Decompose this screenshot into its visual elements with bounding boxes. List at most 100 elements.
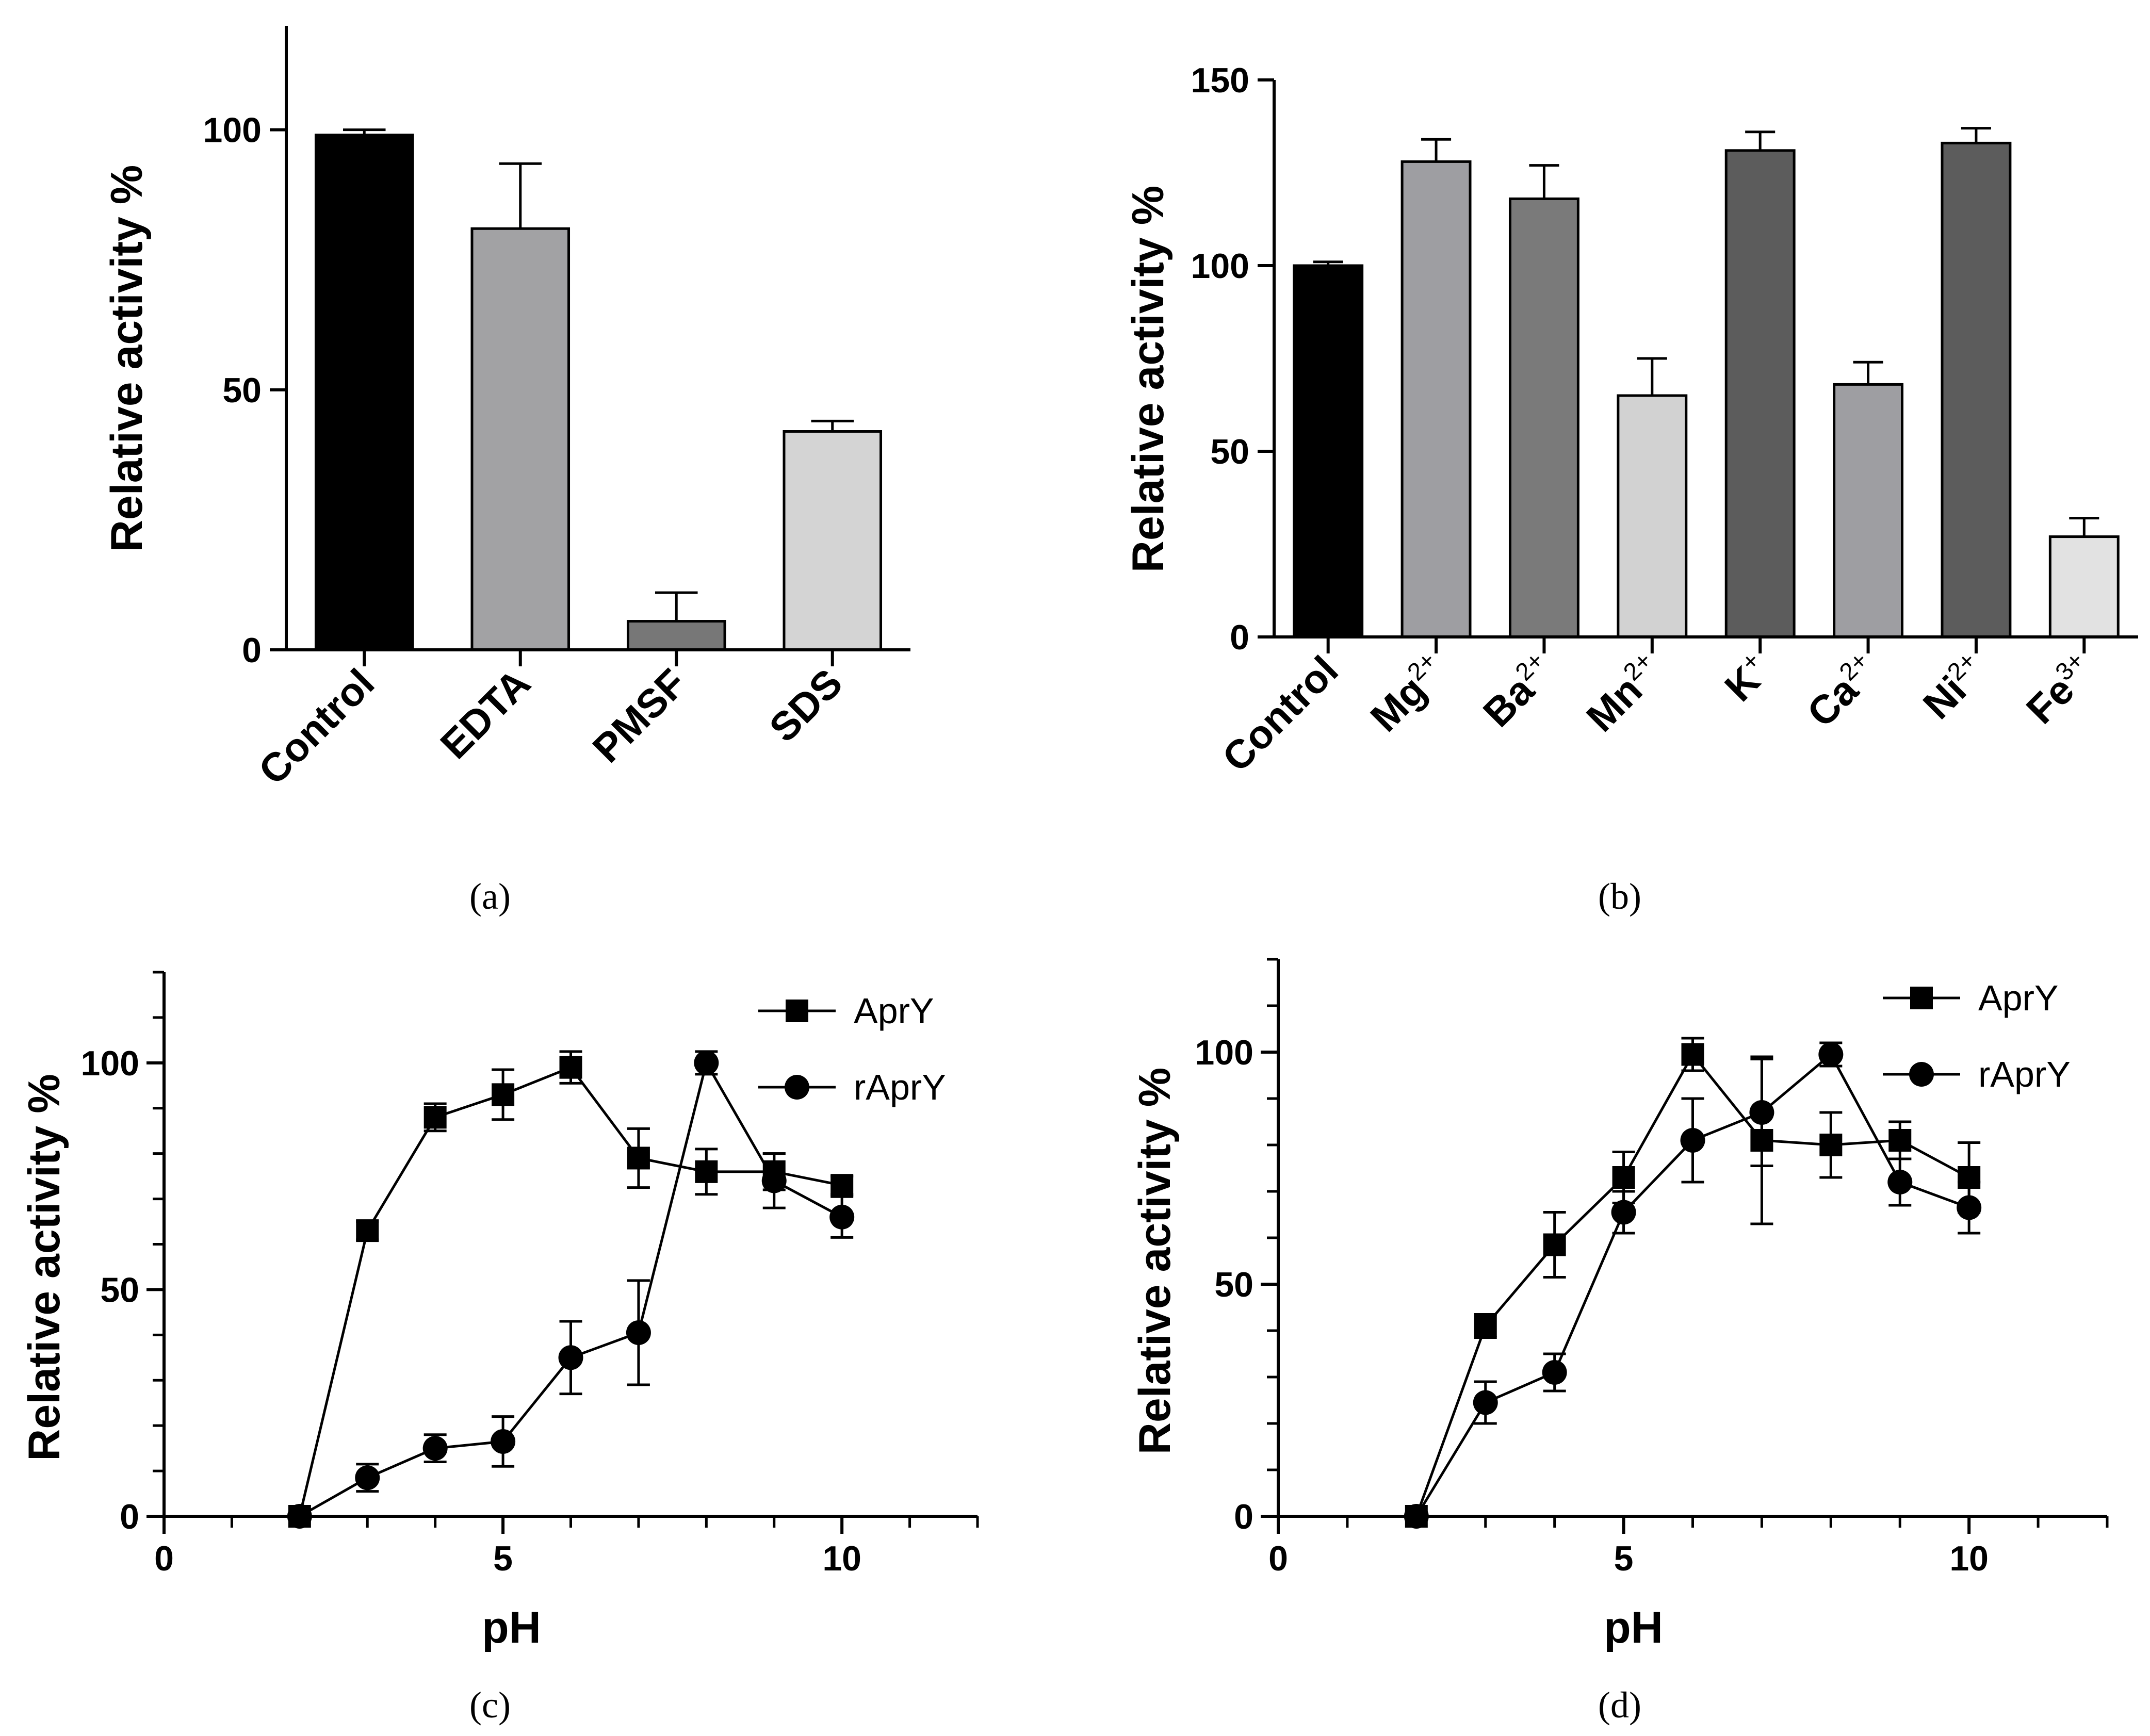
point-AprY-7 (1888, 1129, 1912, 1152)
category-label-2: PMSF (584, 660, 695, 771)
x-tick-label-1: 5 (1614, 1539, 1634, 1578)
category-label-0: Control (1213, 647, 1346, 780)
point-rAprY-2 (1542, 1360, 1567, 1385)
point-AprY-5 (627, 1147, 650, 1170)
point-AprY-6 (1819, 1134, 1843, 1156)
bar-0 (1293, 264, 1364, 638)
point-rAprY-1 (1473, 1390, 1498, 1415)
point-AprY-4 (559, 1056, 582, 1079)
legend-label-rAprY: rAprY (1978, 1054, 2071, 1094)
legend-marker-AprY (786, 1000, 808, 1022)
panel-label-c: (c) (469, 1684, 511, 1726)
category-label-3: Mn2+ (1577, 647, 1671, 740)
category-text-2: PMSF (584, 660, 695, 771)
x-tick-label-2: 10 (822, 1539, 861, 1578)
bar-0 (314, 134, 414, 651)
point-rAprY-4 (1680, 1128, 1705, 1153)
point-AprY-1 (1474, 1315, 1497, 1337)
panel-label-b: (b) (1598, 876, 1641, 917)
point-rAprY-1 (355, 1465, 380, 1491)
bar-3 (783, 430, 883, 651)
category-label-4: K+ (1716, 647, 1779, 710)
bar-4 (1724, 149, 1796, 638)
point-rAprY-7 (1887, 1170, 1913, 1194)
legend-label-AprY: AprY (1978, 978, 2059, 1018)
y-tick-label-2: 100 (81, 1044, 139, 1083)
y-tick-label-0: 0 (120, 1497, 139, 1536)
category-label-5: Ca2+ (1798, 647, 1886, 735)
legend-marker-AprY (1910, 987, 1933, 1009)
y-tick-label-2: 100 (203, 111, 262, 150)
y-tick-label-1: 50 (1214, 1265, 1253, 1304)
y-axis-title: Relative activity % (20, 1074, 69, 1461)
category-label-3: SDS (760, 660, 851, 751)
point-rAprY-4 (558, 1345, 583, 1370)
point-AprY-3 (492, 1083, 515, 1106)
category-text-0: Control (1213, 647, 1346, 780)
point-rAprY-0 (1404, 1504, 1429, 1529)
point-rAprY-6 (1818, 1042, 1844, 1067)
point-AprY-3 (1612, 1166, 1635, 1189)
legend-label-AprY: AprY (854, 991, 934, 1031)
point-AprY-2 (424, 1106, 447, 1129)
point-rAprY-0 (287, 1504, 312, 1529)
bar-3 (1617, 394, 1688, 638)
bar-7 (2048, 535, 2120, 638)
category-text-1: EDTA (431, 660, 539, 767)
category-label-6: Ni2+ (1914, 647, 1995, 728)
bar-2 (626, 620, 726, 651)
y-axis-title: Relative activity % (102, 165, 152, 552)
category-label-1: EDTA (431, 660, 539, 767)
y-tick-label-2: 100 (1195, 1033, 1253, 1072)
y-tick-label-1: 50 (100, 1270, 139, 1309)
y-tick-label-0: 0 (1234, 1497, 1253, 1536)
y-axis-title: Relative activity % (1130, 1068, 1180, 1454)
category-text-0: Control (250, 660, 383, 793)
point-AprY-6 (695, 1160, 718, 1183)
y-axis-title: Relative activity % (1123, 186, 1173, 572)
point-AprY-1 (356, 1219, 379, 1242)
y-tick-label-2: 100 (1191, 247, 1249, 286)
bar-1 (470, 227, 571, 651)
category-label-2: Ba2+ (1474, 647, 1562, 735)
y-tick-label-0: 0 (242, 631, 262, 670)
category-text-3: SDS (760, 660, 851, 751)
bar-6 (1941, 141, 2012, 638)
x-tick-label-0: 0 (1268, 1539, 1288, 1578)
panel-a-chart: 0 50 100 Control EDTA PMSF SDS Relative activit… (102, 26, 910, 793)
series-line-AprY (298, 1066, 842, 1517)
category-label-1: Mg2+ (1361, 647, 1455, 740)
x-axis-title: pH (482, 1603, 541, 1652)
legend-label-rAprY: rAprY (854, 1067, 946, 1107)
point-AprY-8 (830, 1174, 854, 1197)
point-rAprY-6 (694, 1050, 719, 1075)
point-rAprY-8 (829, 1204, 855, 1230)
y-tick-label-3: 150 (1191, 61, 1249, 100)
x-axis-title: pH (1604, 1603, 1663, 1652)
point-rAprY-3 (491, 1429, 516, 1454)
point-AprY-4 (1681, 1043, 1704, 1066)
y-tick-label-0: 0 (1230, 618, 1249, 657)
category-label-0: Control (250, 660, 383, 793)
bar-5 (1833, 383, 1904, 638)
bar-2 (1508, 197, 1579, 638)
panel-label-d: (d) (1598, 1684, 1641, 1726)
point-rAprY-7 (761, 1168, 787, 1193)
legend-marker-rAprY (785, 1075, 809, 1100)
x-tick-label-0: 0 (154, 1539, 174, 1578)
series-line-rAprY (299, 1059, 843, 1518)
y-tick-label-1: 50 (1210, 432, 1249, 471)
y-tick-label-1: 50 (222, 371, 262, 410)
point-rAprY-2 (422, 1436, 448, 1461)
bar-1 (1400, 160, 1472, 638)
point-rAprY-5 (626, 1320, 651, 1345)
point-rAprY-5 (1749, 1100, 1774, 1125)
x-tick-label-1: 5 (493, 1539, 513, 1578)
panel-label-a: (a) (469, 876, 511, 917)
point-AprY-2 (1543, 1233, 1566, 1256)
legend-marker-rAprY (1909, 1062, 1934, 1087)
point-rAprY-3 (1611, 1200, 1636, 1225)
